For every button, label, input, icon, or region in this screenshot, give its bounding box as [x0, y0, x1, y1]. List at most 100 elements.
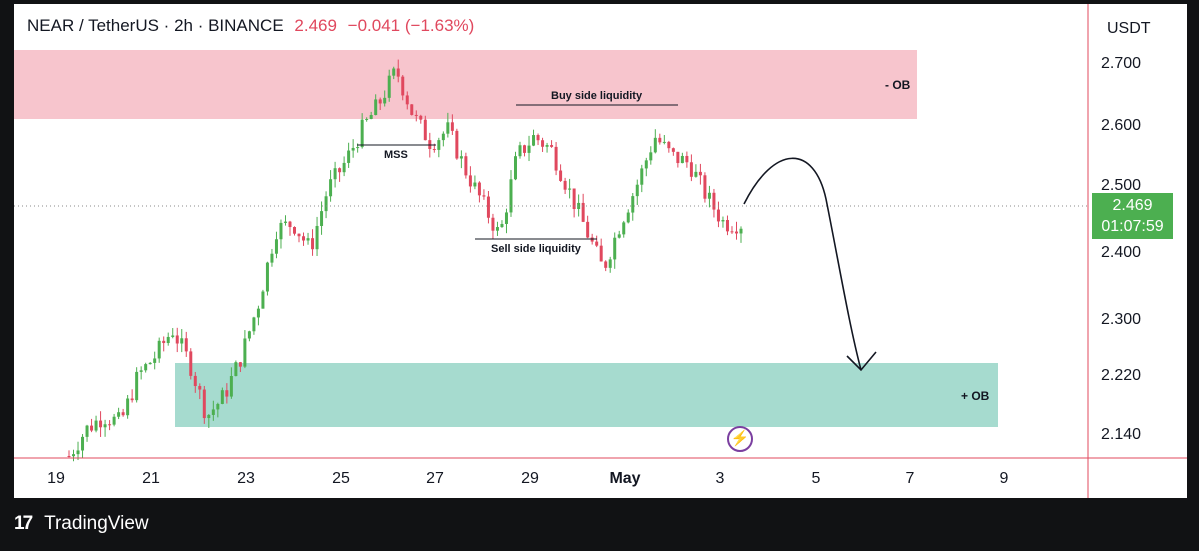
y-tick: 2.400 — [1101, 244, 1142, 261]
x-tick: 29 — [521, 470, 539, 487]
x-tick: 25 — [332, 470, 350, 487]
candle-body — [509, 179, 513, 213]
candle-body — [545, 145, 549, 147]
candle-body — [311, 238, 315, 250]
candle-body — [405, 95, 409, 105]
candle-body — [72, 454, 76, 457]
current-price-label: 2.469 01:07:59 — [1092, 193, 1173, 239]
symbol-title[interactable]: NEAR / TetherUS · 2h · BINANCE — [27, 16, 284, 35]
candle-body — [676, 151, 680, 164]
candle-body — [455, 130, 459, 159]
candle-body — [333, 168, 337, 180]
candle-body — [414, 114, 418, 116]
candle-body — [622, 222, 626, 235]
candle-body — [360, 119, 364, 148]
candle-body — [153, 358, 157, 363]
candle-body — [162, 340, 166, 344]
candle-body — [586, 221, 590, 238]
candle-body — [320, 211, 324, 226]
candle-body — [387, 75, 391, 98]
candle-body — [329, 179, 333, 197]
candle-body — [437, 140, 441, 150]
candle-body — [739, 228, 743, 234]
candle-body — [247, 331, 251, 339]
candle-body — [383, 97, 387, 104]
candle-body — [293, 227, 297, 234]
candle-body — [473, 182, 477, 187]
candle-body — [694, 171, 698, 177]
chart-canvas[interactable] — [14, 4, 1187, 498]
candle-body — [712, 192, 716, 210]
candle-body — [351, 147, 355, 151]
candle-body — [410, 104, 414, 115]
candle-body — [554, 146, 558, 171]
candle-body — [581, 202, 585, 222]
candle-body — [432, 149, 436, 151]
candle-body — [486, 196, 490, 218]
candle-body — [734, 231, 738, 234]
candle-body — [667, 141, 671, 149]
candle-body — [126, 398, 130, 416]
candle-body — [468, 175, 472, 187]
x-tick: 5 — [811, 470, 821, 487]
y-tick: 2.300 — [1101, 311, 1142, 328]
candle-body — [265, 262, 269, 292]
candle-body — [234, 362, 238, 377]
candle-body — [532, 135, 536, 146]
candle-body — [419, 115, 423, 120]
supply-zone — [14, 50, 917, 119]
candle-body — [689, 162, 693, 177]
candle-body — [135, 371, 139, 401]
candle-body — [180, 338, 184, 344]
candle-body — [283, 221, 287, 223]
projection-arrowhead — [846, 351, 877, 372]
candle-body — [90, 425, 94, 431]
candle-body — [85, 425, 89, 437]
chart-pane[interactable]: NEAR / TetherUS · 2h · BINANCE 2.469 −0.… — [14, 4, 1187, 498]
candle-body — [536, 135, 540, 141]
candle-body — [527, 145, 531, 153]
candle-body — [193, 375, 197, 387]
candle-body — [225, 390, 229, 397]
candle-body — [189, 351, 193, 376]
x-tick: 23 — [237, 470, 255, 487]
symbol-header[interactable]: NEAR / TetherUS · 2h · BINANCE 2.469 −0.… — [27, 16, 474, 36]
candle-body — [288, 221, 292, 228]
candle-body — [464, 156, 468, 176]
candle-body — [347, 150, 351, 163]
lightning-icon[interactable]: ⚡ — [727, 426, 753, 452]
candle-body — [103, 424, 107, 428]
candle-body — [117, 412, 121, 417]
candle-body — [256, 308, 260, 318]
candle-body — [446, 122, 450, 134]
candle-body — [369, 115, 373, 120]
tradingview-brand[interactable]: 17 TradingView — [14, 513, 149, 535]
candle-body — [207, 414, 211, 419]
candle-body — [130, 398, 134, 401]
candle-body — [604, 261, 608, 268]
candle-body — [315, 225, 319, 250]
candle-body — [518, 145, 522, 157]
candle-body — [171, 335, 175, 337]
candle-body — [541, 140, 545, 147]
candle-body — [631, 196, 635, 213]
candle-body — [599, 245, 603, 262]
candle-body — [297, 233, 301, 237]
candle-body — [703, 175, 707, 199]
candle-body — [401, 76, 405, 96]
candle-body — [550, 145, 554, 147]
candle-body — [157, 340, 161, 359]
candle-body — [229, 376, 233, 397]
candle-body — [198, 386, 202, 390]
candle-body — [220, 390, 224, 404]
candle-body — [698, 171, 702, 176]
candle-body — [608, 259, 612, 268]
candle-body — [99, 420, 103, 428]
candle-body — [81, 436, 85, 451]
candle-body — [613, 237, 617, 260]
candle-body — [338, 168, 342, 173]
candle-body — [252, 317, 256, 332]
candle-body — [635, 184, 639, 197]
candle-body — [658, 137, 662, 143]
currency-unit[interactable]: USDT — [1107, 20, 1151, 37]
